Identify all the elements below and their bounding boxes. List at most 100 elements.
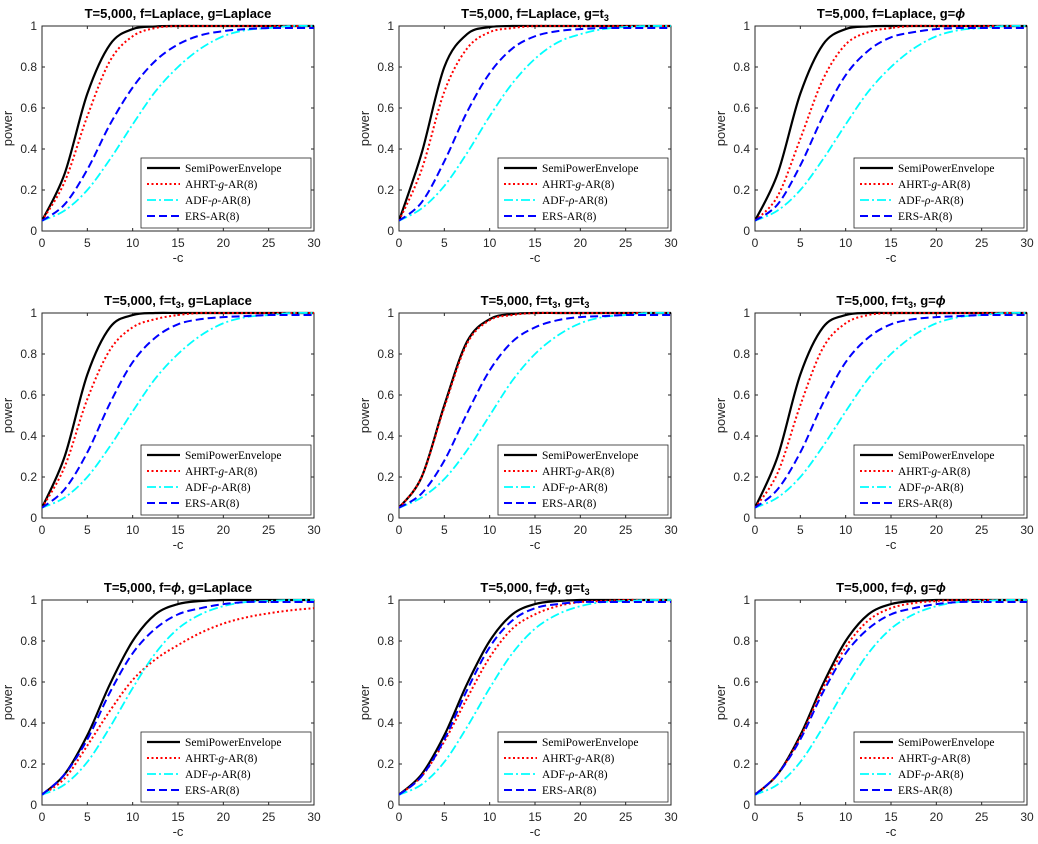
subplot-5: 0 5 10 15 20 25 30 0 0.2 0.4 0.6 0.8 1 T=5,000, f=t3​… <box>357 293 678 552</box>
y-tick-label: 0.2 <box>20 757 37 771</box>
series-line-2 <box>399 24 671 222</box>
y-tick-label: 0.8 <box>733 347 750 361</box>
series-line-4 <box>42 600 314 796</box>
series-line-2 <box>42 607 314 796</box>
legend-box <box>853 444 1025 516</box>
x-tick-label: 10 <box>126 236 140 250</box>
subplot-6: 0 5 10 15 20 25 30 0 0.2 0.4 0.6 0.8 1 T=5,000, f=t3​… <box>713 293 1034 552</box>
y-tick-label: 0 <box>743 511 750 525</box>
series-line-3 <box>42 599 314 796</box>
legend: SemiPowerEnvelope AHRT-g-AR(8) ADF-ρ-AR(8)… <box>853 157 1025 229</box>
x-tick-label: 20 <box>217 810 231 824</box>
x-tick-label: 0 <box>39 523 46 537</box>
x-tick-label: 5 <box>441 523 448 537</box>
x-tick-label: 10 <box>483 523 497 537</box>
x-tick-label: 5 <box>84 236 91 250</box>
x-tick-label: 20 <box>574 236 588 250</box>
x-tick-label: 30 <box>1020 236 1034 250</box>
legend-entry-4: ERS-AR(8) <box>542 211 596 223</box>
subplot-4: 0 5 10 15 20 25 30 0 0.2 0.4 0.6 0.8 1 T=5,000, f=t3​… <box>0 293 321 552</box>
legend-entry-3: ADF-ρ-AR(8) <box>898 769 964 781</box>
subplot-title: T=5,000, f=ϕ, g=ϕ <box>836 580 946 595</box>
series-line-4 <box>399 26 671 222</box>
legend-entry-1: SemiPowerEnvelope <box>542 737 638 749</box>
y-tick-label: 0.8 <box>377 347 394 361</box>
y-tick-label: 1 <box>743 593 750 607</box>
x-tick-label: 5 <box>797 523 804 537</box>
series-line-1 <box>399 24 671 222</box>
series-line-4 <box>755 26 1027 222</box>
legend: SemiPowerEnvelope AHRT-g-AR(8) ADF-ρ-AR(8)… <box>853 731 1025 803</box>
x-tick-label: 20 <box>574 523 588 537</box>
subplot-1: 0 5 10 15 20 25 30 0 0.2 0.4 0.6 0.8 1 T=5,000, f=Lap… <box>0 6 321 265</box>
series-line-1 <box>399 598 671 796</box>
y-axis-label: power <box>713 110 728 146</box>
x-axis-label: -c <box>886 537 897 552</box>
y-tick-label: 1 <box>387 593 394 607</box>
x-tick-label: 30 <box>1020 523 1034 537</box>
y-tick-label: 0.6 <box>733 101 750 115</box>
series-line-2 <box>755 311 1027 509</box>
legend-box <box>140 731 312 803</box>
x-tick-label: 10 <box>483 236 497 250</box>
x-axis-label: -c <box>530 537 541 552</box>
x-tick-label: 10 <box>126 810 140 824</box>
subplot-title: T=5,000, f=t3​, g=t3​ <box>481 293 590 310</box>
legend-entry-1: SemiPowerEnvelope <box>185 737 281 749</box>
series-line-2 <box>399 598 671 796</box>
legend-entry-2: AHRT-g-AR(8) <box>185 179 258 191</box>
x-tick-label: 5 <box>797 810 804 824</box>
y-tick-label: 0 <box>387 224 394 238</box>
legend-entry-3: ADF-ρ-AR(8) <box>185 195 251 207</box>
y-tick-label: 0.4 <box>733 142 750 156</box>
x-tick-label: 20 <box>217 236 231 250</box>
x-axis-label: -c <box>886 250 897 265</box>
legend-entry-1: SemiPowerEnvelope <box>898 450 994 462</box>
y-tick-label: 0.6 <box>20 675 37 689</box>
legend-entry-2: AHRT-g-AR(8) <box>542 753 615 765</box>
series-line-4 <box>755 313 1027 509</box>
y-tick-label: 1 <box>30 19 37 33</box>
series-line-1 <box>42 24 314 222</box>
y-tick-label: 0.8 <box>377 60 394 74</box>
series-line-3 <box>399 599 671 796</box>
y-tick-label: 1 <box>743 306 750 320</box>
legend-entry-4: ERS-AR(8) <box>185 211 239 223</box>
x-tick-label: 0 <box>396 236 403 250</box>
legend-entry-2: AHRT-g-AR(8) <box>185 466 258 478</box>
legend-box <box>853 157 1025 229</box>
x-tick-label: 30 <box>664 523 678 537</box>
legend: SemiPowerEnvelope AHRT-g-AR(8) ADF-ρ-AR(8)… <box>497 157 669 229</box>
legend: SemiPowerEnvelope AHRT-g-AR(8) ADF-ρ-AR(8)… <box>140 731 312 803</box>
x-tick-label: 30 <box>1020 810 1034 824</box>
y-tick-label: 0.4 <box>20 716 37 730</box>
y-tick-label: 0.4 <box>377 716 394 730</box>
series-line-2 <box>42 24 314 222</box>
subplot-title: T=5,000, f=t3​, g=ϕ <box>836 293 945 310</box>
y-tick-label: 0.2 <box>20 470 37 484</box>
legend-entry-3: ADF-ρ-AR(8) <box>185 482 251 494</box>
y-tick-label: 0.2 <box>377 183 394 197</box>
legend-entry-2: AHRT-g-AR(8) <box>898 179 971 191</box>
y-tick-label: 0 <box>387 511 394 525</box>
x-tick-label: 20 <box>217 523 231 537</box>
legend-entry-4: ERS-AR(8) <box>185 498 239 510</box>
subplot-7: 0 5 10 15 20 25 30 0 0.2 0.4 0.6 0.8 1 T=5,000, f=ϕ, … <box>0 580 321 839</box>
y-tick-label: 0.4 <box>377 429 394 443</box>
legend-entry-2: AHRT-g-AR(8) <box>542 179 615 191</box>
y-tick-label: 0.2 <box>733 183 750 197</box>
legend: SemiPowerEnvelope AHRT-g-AR(8) ADF-ρ-AR(8)… <box>140 157 312 229</box>
subplot-title: T=5,000, f=t3​, g=Laplace <box>104 293 252 310</box>
subplot-3: 0 5 10 15 20 25 30 0 0.2 0.4 0.6 0.8 1 T=5,000, f=Lap… <box>713 6 1034 265</box>
legend-box <box>497 444 669 516</box>
legend-box <box>140 157 312 229</box>
series-line-2 <box>42 311 314 509</box>
x-tick-label: 25 <box>262 810 276 824</box>
subplot-2: 0 5 10 15 20 25 30 0 0.2 0.4 0.6 0.8 1 T=5,000, f=Lap… <box>357 6 678 265</box>
x-tick-label: 5 <box>797 236 804 250</box>
x-tick-label: 25 <box>975 236 989 250</box>
series-line-4 <box>42 26 314 222</box>
x-tick-label: 0 <box>752 523 759 537</box>
x-tick-label: 25 <box>262 236 276 250</box>
